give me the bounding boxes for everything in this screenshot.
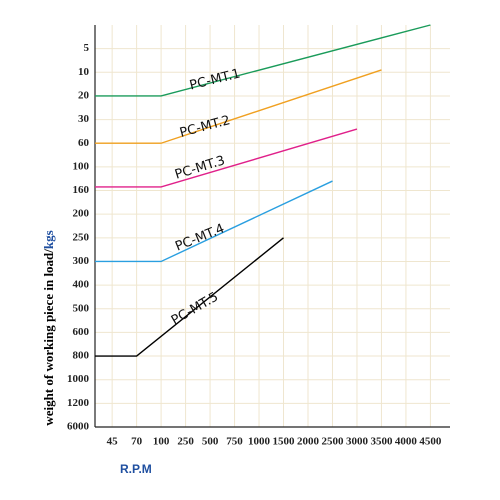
- line-label: PC-MT.1: [188, 66, 242, 93]
- y-tick-label: 200: [73, 208, 90, 220]
- series-line: [95, 24, 431, 97]
- x-tick-label: 45: [107, 436, 119, 448]
- x-tick-label: 100: [153, 436, 170, 448]
- y-tick-label: 400: [73, 279, 90, 291]
- y-tick-label: 1200: [67, 397, 90, 409]
- y-tick-label: 30: [78, 113, 90, 125]
- y-tick-label: 500: [73, 302, 90, 314]
- y-tick-label: 160: [73, 184, 90, 196]
- y-tick-label: 600: [73, 326, 90, 338]
- y-axis-label-text: weight of working piece in load/: [41, 249, 56, 426]
- x-axis-label: R.P.M: [120, 462, 152, 476]
- x-tick-label: 500: [202, 436, 219, 448]
- y-tick-label: 1000: [67, 373, 90, 385]
- y-tick-label: 20: [78, 89, 90, 101]
- y-tick-label: 10: [78, 66, 90, 78]
- x-tick-label: 2000: [297, 436, 320, 448]
- y-tick-label: 5: [84, 42, 90, 54]
- line-label: PC-MT.2: [178, 113, 232, 141]
- x-tick-label: 2500: [321, 436, 344, 448]
- x-tick-label: 750: [226, 436, 243, 448]
- y-tick-label: 800: [73, 350, 90, 362]
- series-line: [95, 69, 382, 144]
- series-line: [95, 237, 284, 357]
- x-tick-label: 250: [177, 436, 194, 448]
- x-tick-label: 3500: [370, 436, 393, 448]
- x-tick-label: 3000: [346, 436, 369, 448]
- y-tick-label: 300: [73, 255, 90, 267]
- x-tick-label: 1000: [248, 436, 271, 448]
- x-tick-label: 1500: [273, 436, 296, 448]
- line-label: PC-MT.3: [173, 153, 227, 182]
- y-tick-label: 60: [78, 137, 90, 149]
- y-axis-unit: kgs: [41, 230, 56, 249]
- x-tick-label: 4500: [419, 436, 442, 448]
- x-tick-label: 70: [131, 436, 143, 448]
- y-tick-label: 100: [73, 160, 90, 172]
- series-line: [95, 180, 333, 263]
- y-tick-label: 6000: [67, 421, 90, 433]
- series-line: [95, 128, 358, 188]
- line-label: PC-MT.4: [173, 221, 226, 254]
- y-tick-label: 250: [73, 231, 90, 243]
- x-tick-label: 4000: [395, 436, 418, 448]
- y-axis-label: weight of working piece in load/kgs: [41, 230, 56, 425]
